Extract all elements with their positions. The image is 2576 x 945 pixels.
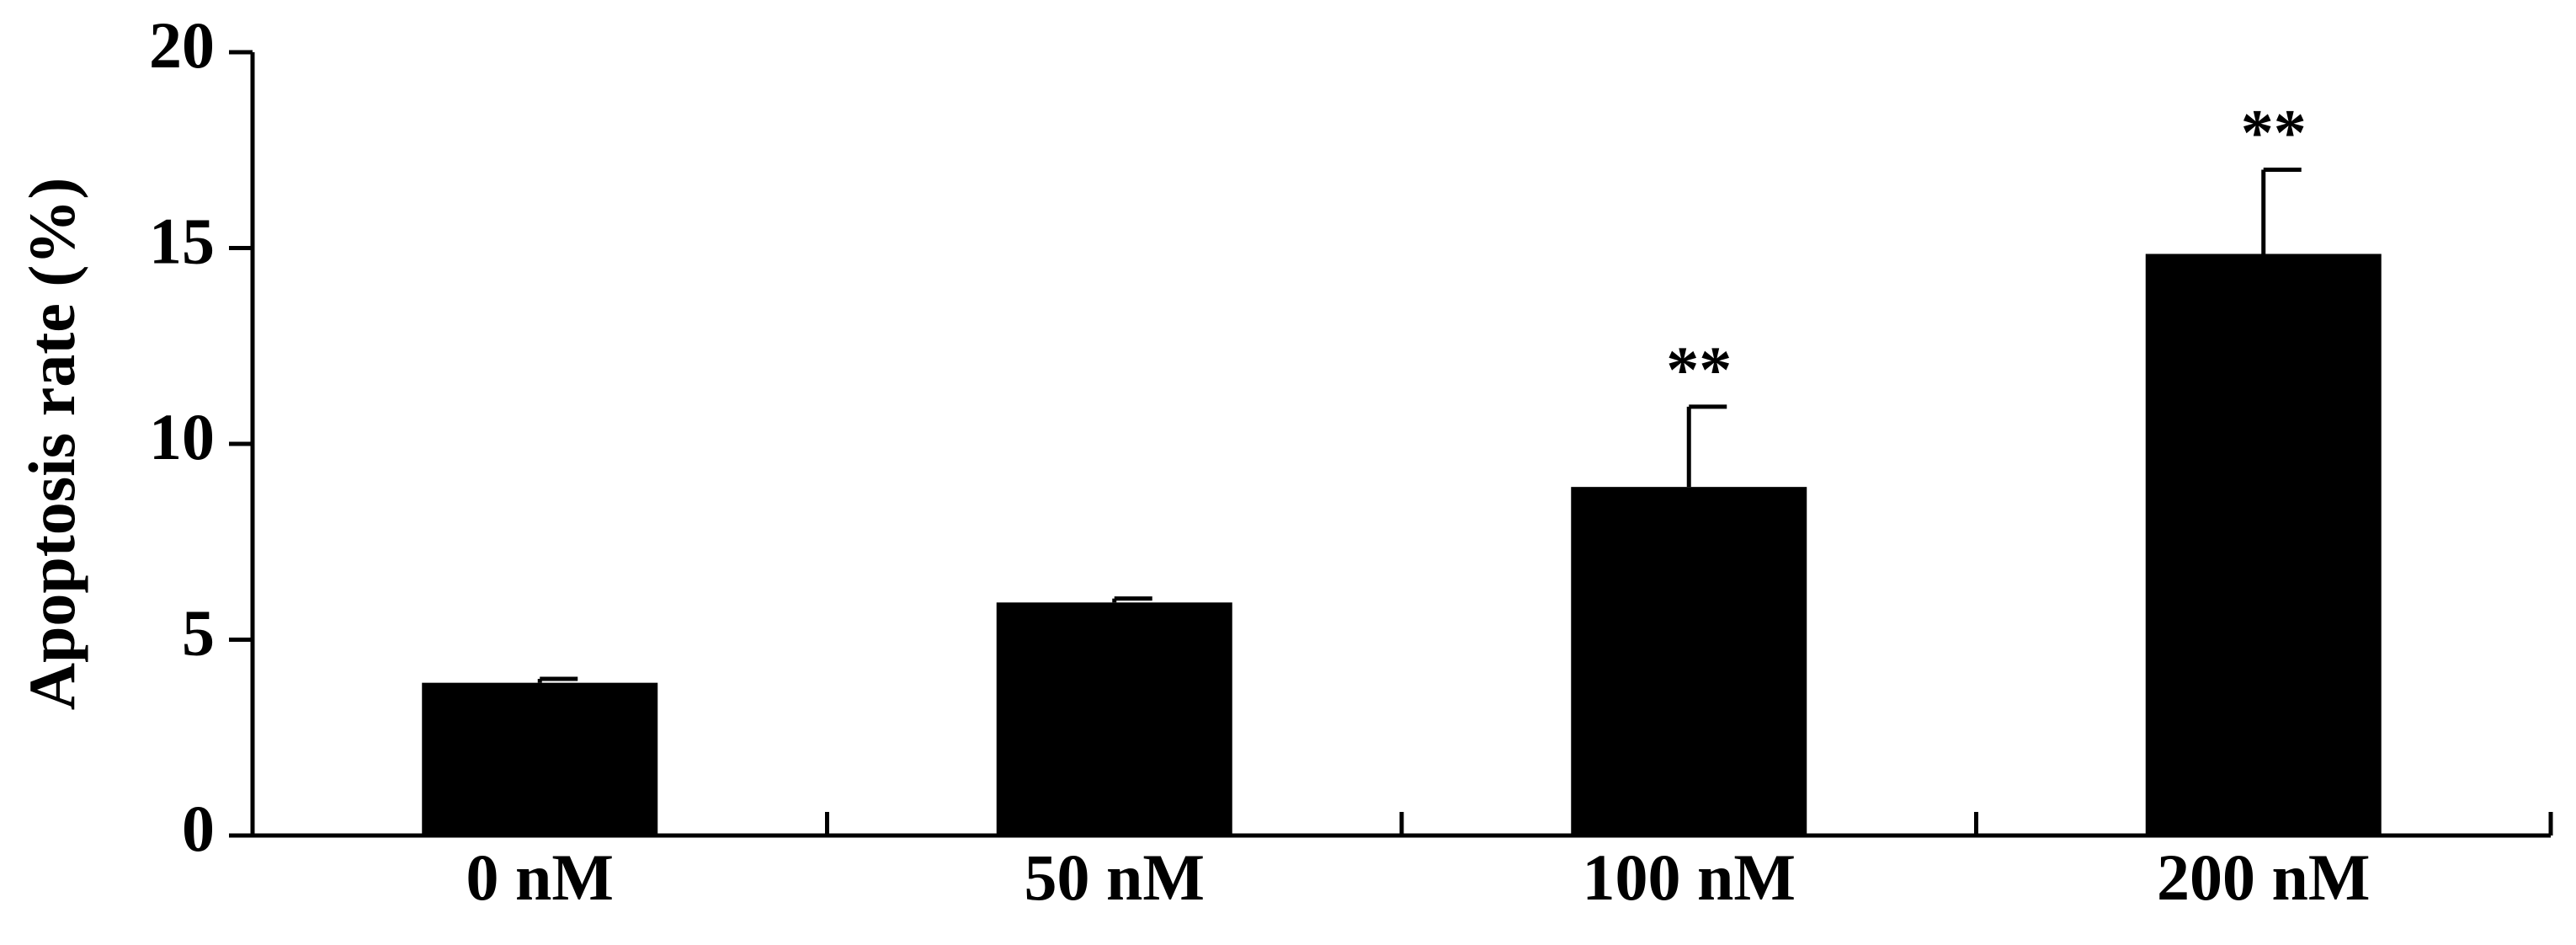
significance-label: ** [2241, 96, 2307, 169]
y-tick-label: 10 [149, 400, 215, 473]
bar [1571, 487, 1807, 836]
x-tick-label: 50 nM [1025, 841, 1206, 914]
x-tick-label: 200 nM [2157, 841, 2371, 914]
y-tick-label: 5 [182, 595, 215, 669]
x-tick-label: 100 nM [1583, 841, 1796, 914]
y-axis-title: Apoptosis rate (%) [15, 178, 88, 711]
x-tick-label: 0 nM [466, 841, 615, 914]
bar [2145, 254, 2382, 836]
significance-label: ** [1666, 333, 1732, 406]
y-tick-label: 20 [149, 8, 215, 82]
bar [996, 602, 1232, 836]
bar [422, 682, 658, 836]
y-tick-label: 0 [182, 792, 215, 865]
y-tick-label: 15 [149, 204, 215, 277]
